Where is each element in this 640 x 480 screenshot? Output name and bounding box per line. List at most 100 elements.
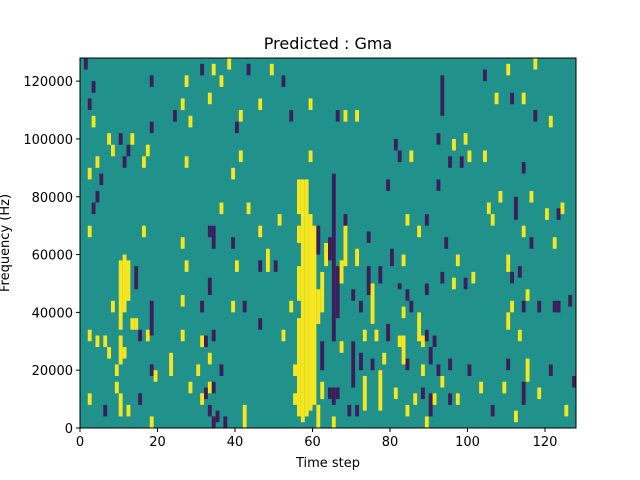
heatmap-cell [312, 225, 317, 405]
heatmap-cell [343, 110, 348, 122]
heatmap-cell [231, 167, 236, 180]
heatmap-cell [219, 75, 224, 87]
heatmap-cell [452, 138, 456, 151]
heatmap-cell [87, 98, 92, 111]
heatmap-cell [525, 289, 530, 301]
heatmap-cell [335, 387, 340, 400]
heatmap-cell [99, 173, 104, 186]
heatmap-cell [393, 387, 398, 400]
heatmap-cell [409, 150, 414, 163]
heatmap-cell [413, 393, 418, 405]
heatmap-cell [242, 300, 247, 313]
heatmap-cell [521, 381, 526, 405]
heatmap-cell [355, 248, 360, 267]
heatmap-cell [207, 404, 212, 417]
heatmap-cell [514, 410, 518, 423]
heatmap-cells [83, 58, 577, 429]
x-tick-label: 100 [455, 435, 480, 450]
heatmap-cell [502, 381, 507, 394]
heatmap-cell [401, 254, 406, 267]
heatmap-cell [149, 416, 154, 428]
heatmap-cell [130, 318, 135, 330]
heatmap-cell [521, 92, 526, 105]
heatmap-cell [386, 323, 391, 342]
heatmap-cell [483, 69, 487, 82]
heatmap-cell [207, 277, 212, 296]
heatmap-cell [386, 179, 391, 191]
heatmap-cell [390, 248, 394, 267]
heatmap-cell [180, 295, 185, 307]
heatmap-cell [506, 63, 511, 76]
heatmap-cell [424, 283, 429, 296]
heatmap-cell [289, 300, 294, 313]
heatmap-cell [397, 150, 402, 163]
heatmap-cell [440, 375, 445, 388]
heatmap-cell [258, 318, 263, 330]
heatmap-cell [207, 381, 212, 394]
heatmap-cell [184, 156, 189, 168]
heatmap-cell [227, 58, 232, 70]
heatmap-cell [564, 404, 569, 417]
heatmap-cell [548, 364, 553, 376]
heatmap-cell [448, 393, 453, 405]
heatmap-cell [355, 404, 360, 417]
heatmap-cell [479, 381, 484, 394]
heatmap-cell [397, 283, 402, 290]
heatmap-cell [421, 387, 425, 400]
heatmap-cell [308, 150, 313, 163]
heatmap-cell [200, 63, 205, 76]
heatmap-cell [525, 358, 530, 382]
heatmap-cell [207, 225, 212, 238]
heatmap-cell [87, 329, 92, 342]
plot-frame [79, 57, 577, 429]
heatmap-cell [510, 271, 515, 284]
heatmap-cell [374, 329, 379, 342]
heatmap-cell [142, 156, 146, 168]
heatmap-cell [401, 306, 406, 319]
heatmap-cell [103, 335, 108, 348]
heatmap-cell [397, 335, 402, 348]
heatmap-cell [533, 58, 538, 70]
heatmap-cell [405, 404, 410, 417]
heatmap-cell [223, 416, 228, 428]
heatmap-cell [211, 329, 216, 342]
heatmap-cell [281, 329, 286, 342]
heatmap-cell [138, 393, 143, 405]
heatmap-cell [235, 260, 239, 272]
heatmap-cell [521, 225, 526, 238]
heatmap-cell [432, 335, 437, 348]
heatmap-cell [424, 329, 429, 342]
y-axis-label: Frequency (Hz) [0, 194, 13, 292]
heatmap-cell [258, 260, 263, 272]
heatmap-cell [114, 381, 119, 394]
heatmap-cell [238, 110, 243, 122]
y-tick-label: 80000 [32, 191, 73, 206]
heatmap-cell [300, 179, 305, 423]
heatmap-cell [448, 358, 453, 371]
heatmap-cell [393, 138, 398, 151]
heatmap-cell [452, 277, 456, 290]
x-tick-label: 120 [533, 435, 558, 450]
heatmap-cell [572, 375, 577, 388]
y-tick-label: 40000 [32, 306, 73, 321]
heatmap-cell [320, 381, 325, 400]
x-axis-label: Time step [295, 456, 360, 471]
heatmap-cell [467, 150, 472, 163]
heatmap-cell [91, 202, 96, 215]
heatmap-cell [355, 110, 360, 122]
heatmap-cell [149, 300, 154, 324]
heatmap-cell [316, 289, 321, 324]
heatmap-cell [153, 370, 158, 382]
heatmap-cell [328, 387, 332, 400]
heatmap-cell [428, 347, 433, 365]
heatmap-cell [517, 329, 522, 342]
heatmap-cell [432, 393, 437, 405]
heatmap-cell [335, 266, 340, 319]
heatmap-cell [87, 167, 92, 180]
heatmap-cell [122, 347, 127, 359]
heatmap-cell [111, 300, 115, 313]
heatmap-cell [211, 381, 216, 394]
x-tick-label: 20 [149, 435, 166, 450]
heatmap-cell [219, 202, 224, 215]
